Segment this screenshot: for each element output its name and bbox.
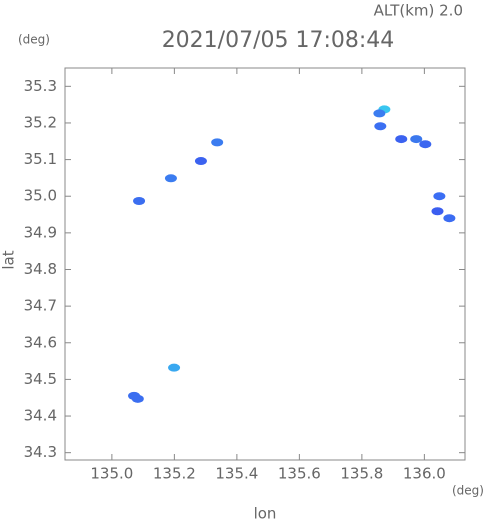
y-tick-label: 34.4: [24, 407, 57, 425]
y-unit: (deg): [18, 33, 50, 47]
altitude-label: ALT(km) 2.0: [374, 2, 463, 20]
y-tick-label: 34.9: [24, 223, 57, 241]
y-tick-label: 35.0: [24, 187, 57, 205]
plot-frame: [64, 67, 466, 461]
y-axis-label: lat: [0, 250, 18, 269]
echo-cell: [164, 174, 177, 183]
y-tick-label: 34.8: [24, 260, 57, 278]
y-tick-label: 34.6: [24, 333, 57, 351]
y-tick-label: 35.3: [24, 77, 57, 95]
echo-cell: [395, 135, 408, 144]
echo-cell: [410, 135, 423, 144]
y-tick-label: 34.5: [24, 370, 57, 388]
echo-cell: [443, 214, 456, 223]
y-tick-label: 34.3: [24, 443, 57, 461]
echo-cell: [431, 207, 444, 216]
y-tick-label: 35.1: [24, 150, 57, 168]
echo-cell: [419, 140, 432, 149]
echo-cell: [133, 196, 146, 205]
x-tick-label: 135.8: [340, 465, 383, 483]
x-tick-label: 135.6: [278, 465, 321, 483]
x-unit: (deg): [452, 484, 484, 498]
echo-cell: [433, 192, 446, 201]
x-tick-label: 135.2: [153, 465, 196, 483]
y-tick-label: 35.2: [24, 113, 57, 131]
echo-cell: [194, 157, 207, 166]
echo-cell: [131, 394, 144, 403]
echo-cell: [373, 109, 386, 118]
x-tick-label: 136.0: [403, 465, 446, 483]
echo-cell: [211, 138, 224, 147]
echo-cell: [168, 363, 181, 372]
x-axis-label: lon: [254, 505, 277, 521]
y-tick-label: 34.7: [24, 297, 57, 315]
x-tick-label: 135.4: [215, 465, 258, 483]
chart-title: 2021/07/05 17:08:44: [162, 28, 395, 53]
echo-cell: [374, 122, 387, 131]
x-tick-label: 135.0: [90, 465, 133, 483]
